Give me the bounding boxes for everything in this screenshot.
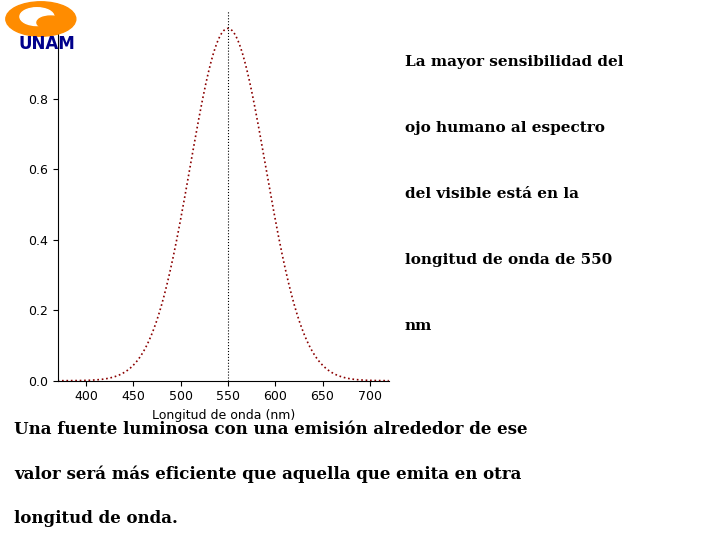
Ellipse shape [20, 8, 54, 25]
Text: del visible está en la: del visible está en la [405, 187, 579, 201]
Text: nm: nm [405, 319, 432, 333]
Ellipse shape [6, 2, 76, 36]
X-axis label: Longitud de onda (nm): Longitud de onda (nm) [152, 409, 294, 422]
Text: valor será más eficiente que aquella que emita en otra: valor será más eficiente que aquella que… [14, 465, 522, 483]
Text: longitud de onda de 550: longitud de onda de 550 [405, 253, 612, 267]
Text: Una fuente luminosa con una emisión alrededor de ese: Una fuente luminosa con una emisión alre… [14, 421, 528, 438]
Text: La mayor sensibilidad del: La mayor sensibilidad del [405, 55, 624, 69]
Text: longitud de onda.: longitud de onda. [14, 510, 179, 527]
Text: ojo humano al espectro: ojo humano al espectro [405, 121, 605, 135]
Ellipse shape [37, 16, 64, 29]
Text: UNAM: UNAM [18, 36, 75, 53]
